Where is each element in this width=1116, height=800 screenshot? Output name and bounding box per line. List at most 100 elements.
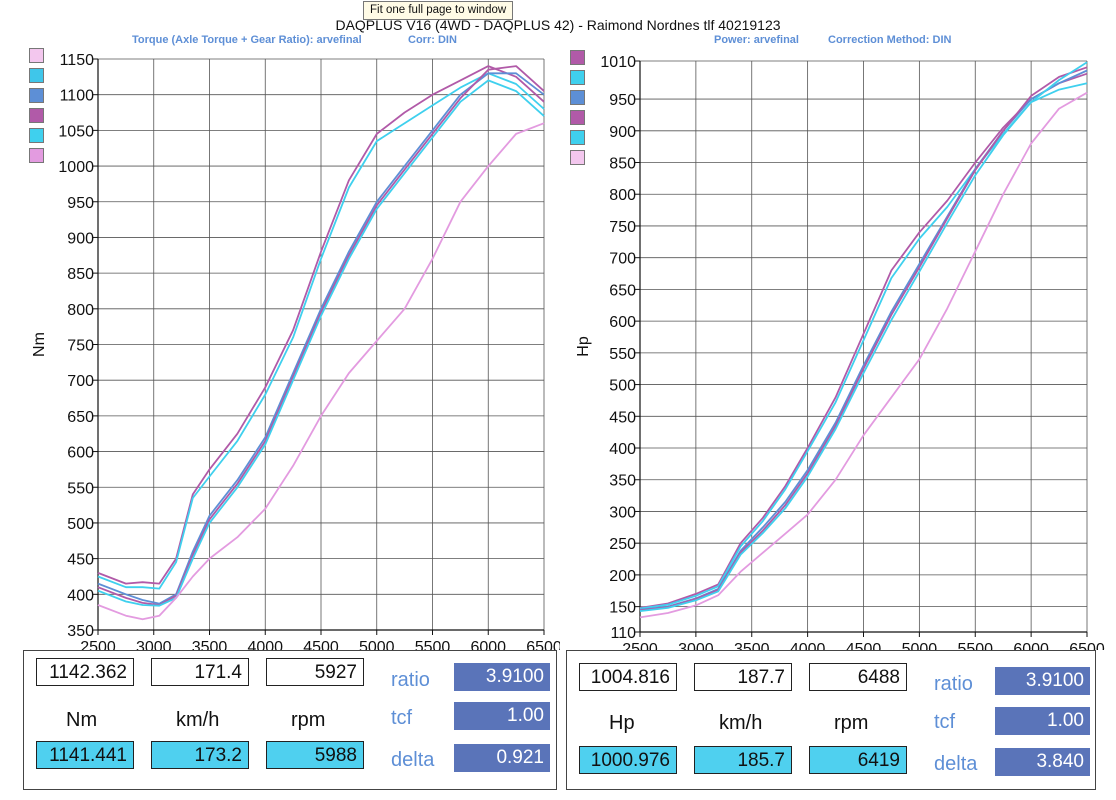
power-y-tick-label: 950 — [609, 92, 636, 109]
power-series-line-1 — [639, 72, 1088, 609]
power-x-tick-label: 3000 — [678, 641, 714, 650]
torque-y-tick-label: 800 — [67, 302, 94, 319]
torque-x-tick-label: 5000 — [359, 639, 395, 650]
torque-chart: 350 400 450 500 550 600 650 700 750 800 850 900 950 1… — [31, 52, 560, 650]
power-unit-hp: Hp — [609, 712, 635, 734]
power-swatch-2 — [570, 70, 585, 85]
torque-x-tick-label: 2500 — [80, 639, 116, 650]
power-delta-value: 3.840 — [995, 748, 1090, 776]
power-tcf-label: tcf — [934, 711, 956, 733]
power-chart: 110 150 200 250 300 350 400 450 500 550 600 650 700 7… — [575, 54, 1105, 650]
chart-title: DAQPLUS V16 (4WD - DAQPLUS 42) - Raimond… — [335, 17, 781, 33]
torque-y-tick-label: 900 — [67, 230, 94, 247]
torque-y-tick-label: 600 — [67, 445, 94, 462]
power-delta-label: delta — [934, 753, 978, 775]
torque-corr-label: Corr: DIN — [408, 34, 457, 46]
power-x-tick-label: 6000 — [1013, 641, 1049, 650]
power-legend-swatches — [570, 50, 585, 170]
power-y-tick-label: 250 — [609, 536, 636, 553]
torque-max-speed: 173.2 — [151, 741, 249, 769]
power-max-speed: 185.7 — [694, 746, 792, 774]
torque-max-nm: 1141.441 — [36, 741, 134, 769]
torque-y-tick-label: 400 — [67, 587, 94, 604]
power-y-tick-label: 750 — [609, 219, 636, 236]
torque-series-line-3 — [97, 72, 545, 605]
torque-unit-rpm: rpm — [291, 709, 326, 731]
torque-x-tick-label: 4500 — [303, 639, 339, 650]
power-y-tick-label: 400 — [609, 441, 636, 458]
torque-unit-nm: Nm — [66, 709, 98, 731]
power-y-tick-label: 850 — [609, 156, 636, 173]
torque-y-tick-label: 350 — [67, 623, 94, 640]
torque-ratio-label: ratio — [391, 669, 430, 691]
power-y-tick-label: 550 — [609, 346, 636, 363]
torque-y-tick-label: 950 — [67, 195, 94, 212]
torque-y-tick-label: 500 — [67, 516, 94, 533]
torque-swatch-1 — [29, 48, 44, 63]
power-cursor-hp: 1004.816 — [579, 663, 677, 691]
power-x-tick-label: 4000 — [790, 641, 826, 650]
power-x-tick-label: 4500 — [846, 641, 882, 650]
torque-y-tick-label: 1050 — [58, 123, 94, 140]
torque-ratio-value: 3.9100 — [454, 663, 550, 691]
power-max-rpm: 6419 — [809, 746, 907, 774]
power-series-line-5 — [639, 61, 1088, 612]
power-y-tick-label: 300 — [609, 504, 636, 521]
power-y-tick-label: 150 — [609, 600, 636, 617]
torque-subtitle: Torque (Axle Torque + Gear Ratio): arvef… — [132, 34, 362, 46]
torque-x-tick-label: 3000 — [136, 639, 172, 650]
torque-cursor-speed: 171.4 — [151, 658, 249, 686]
power-series-line-6 — [639, 91, 1088, 619]
torque-delta-value: 0.921 — [454, 744, 550, 772]
torque-delta-label: delta — [391, 749, 435, 771]
power-y-tick-label: 350 — [609, 473, 636, 490]
power-x-tick-label: 5000 — [902, 641, 938, 650]
torque-swatch-2 — [29, 68, 44, 83]
torque-y-tick-label: 1100 — [60, 88, 95, 105]
power-method-label: Correction Method: DIN — [828, 34, 952, 46]
torque-legend-swatches — [29, 48, 44, 168]
power-y-tick-label: 650 — [609, 282, 636, 299]
power-tcf-value: 1.00 — [995, 707, 1090, 735]
power-y-tick-label: 1010 — [600, 54, 636, 71]
torque-x-tick-label: 5500 — [415, 639, 451, 650]
torque-x-tick-label: 6500 — [526, 639, 560, 650]
torque-series-line-6 — [97, 122, 545, 621]
torque-tcf-label: tcf — [391, 707, 413, 729]
torque-unit-kmh: km/h — [176, 709, 220, 731]
torque-x-tick-label: 6000 — [470, 639, 506, 650]
power-y-tick-label: 110 — [610, 625, 636, 642]
power-readout-panel: 1004.816 187.7 6488 Hp km/h rpm 1000.976… — [566, 650, 1096, 790]
power-y-tick-label: 800 — [609, 187, 636, 204]
power-x-tick-label: 5500 — [957, 641, 993, 650]
power-y-tick-label: 450 — [609, 409, 636, 426]
power-swatch-5 — [570, 130, 585, 145]
torque-swatch-5 — [29, 128, 44, 143]
torque-readout-panel: 1142.362 171.4 5927 Nm km/h rpm 1141.441… — [23, 650, 557, 790]
torque-cursor-nm: 1142.362 — [36, 658, 134, 686]
torque-max-rpm: 5988 — [266, 741, 364, 769]
torque-y-tick-label: 1150 — [60, 52, 95, 69]
torque-series-line-2 — [97, 72, 545, 590]
torque-y-tick-label: 750 — [67, 338, 94, 355]
torque-y-tick-label: 450 — [67, 552, 94, 569]
power-unit-kmh: km/h — [719, 712, 763, 734]
power-y-tick-label: 600 — [609, 314, 636, 331]
torque-y-axis-label: Nm — [31, 332, 48, 357]
power-subtitle: Power: arvefinal — [714, 34, 799, 46]
power-swatch-4 — [570, 110, 585, 125]
power-x-tick-label: 3500 — [734, 641, 770, 650]
torque-y-tick-label: 700 — [67, 373, 94, 390]
power-max-hp: 1000.976 — [579, 746, 677, 774]
torque-y-tick-label: 550 — [67, 480, 94, 497]
torque-cursor-rpm: 5927 — [266, 658, 364, 686]
torque-swatch-3 — [29, 88, 44, 103]
torque-y-tick-label: 650 — [67, 409, 94, 426]
torque-series-line-5 — [97, 79, 545, 607]
torque-swatch-6 — [29, 148, 44, 163]
power-swatch-6 — [570, 150, 585, 165]
power-series-line-4 — [639, 66, 1088, 612]
torque-series-line-1 — [97, 65, 545, 585]
fit-page-tooltip: Fit one full page to window — [363, 1, 514, 20]
power-ratio-value: 3.9100 — [995, 667, 1090, 695]
